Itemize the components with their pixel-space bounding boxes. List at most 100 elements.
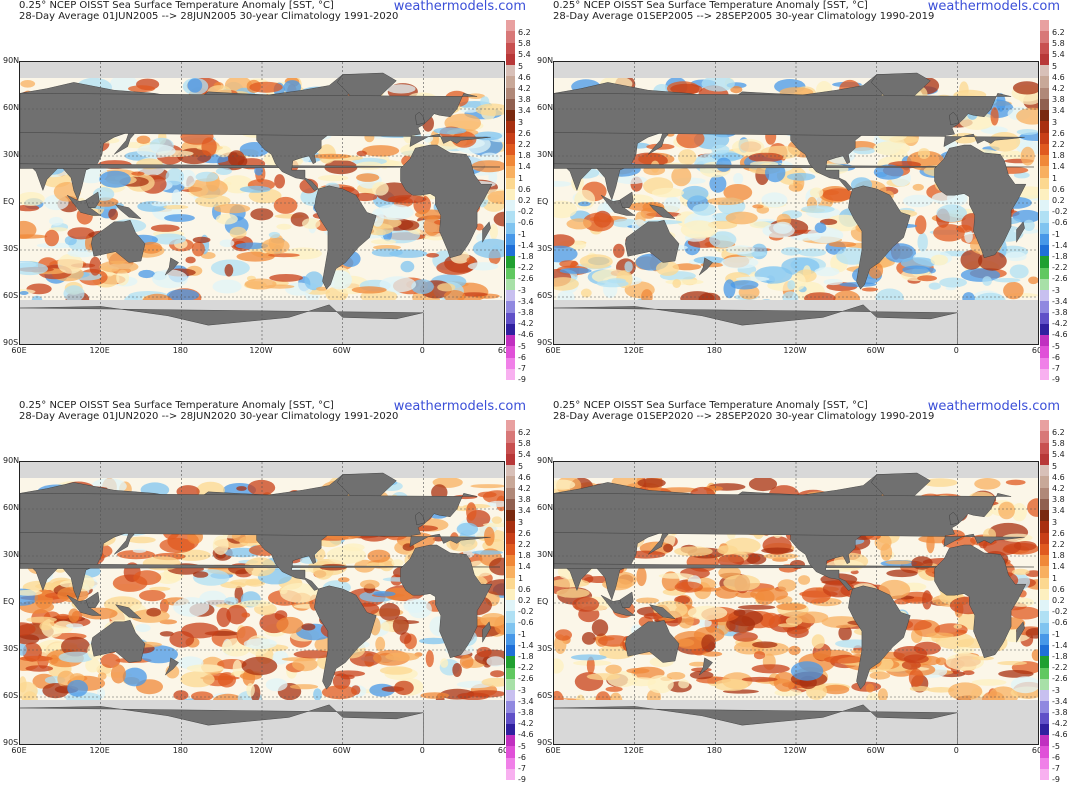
colorbar-tick: -4.6: [1052, 330, 1067, 340]
lon-label: 60: [497, 746, 509, 755]
anomaly-patch: [579, 254, 613, 269]
anomaly-patch: [636, 566, 647, 587]
anomaly-patch: [918, 148, 930, 159]
colorbar-swatch: [506, 667, 515, 679]
colorbar-swatch: [1040, 121, 1049, 133]
anomaly-patch: [555, 629, 572, 641]
colorbar-swatch: [506, 65, 515, 77]
lat-label: 60N: [3, 503, 20, 512]
colorbar-swatch: [506, 476, 515, 488]
anomaly-patch: [820, 218, 838, 225]
colorbar-tick: -3.8: [518, 708, 534, 717]
colorbar-swatch: [506, 132, 515, 144]
anomaly-patch: [962, 670, 975, 676]
lon-label: 0: [953, 346, 959, 355]
anomaly-patch: [1031, 649, 1038, 661]
colorbar-tick: -1.4: [1052, 640, 1067, 650]
anomaly-patch: [110, 664, 126, 684]
colorbar-swatch: [1040, 301, 1049, 313]
colorbar-tick: 0.6: [518, 584, 531, 594]
colorbar-tick: -0.6: [1052, 618, 1067, 628]
land-mass: [600, 595, 636, 616]
anomaly-patch: [163, 204, 189, 210]
colorbar-swatch: [1040, 200, 1049, 212]
colorbar-tick: 6.2: [518, 28, 531, 37]
anomaly-patch: [482, 522, 504, 528]
colorbar-tick: 3: [518, 117, 524, 127]
colorbar-swatch: [1040, 233, 1049, 245]
anomaly-patch: [801, 205, 835, 214]
sst-anomaly-map: [553, 461, 1039, 745]
colorbar-tick: -6: [518, 352, 526, 362]
anomaly-patch: [341, 543, 365, 552]
anomaly-patch: [780, 247, 802, 256]
anomaly-patch: [1013, 541, 1037, 551]
anomaly-patch: [235, 242, 269, 250]
colorbar-tick: 1.4: [1052, 162, 1065, 172]
anomaly-patch: [912, 183, 924, 191]
colorbar-tick: 5: [518, 461, 524, 471]
colorbar-tick: 0.2: [1052, 596, 1065, 605]
anomaly-patch: [254, 165, 263, 176]
colorbar-tick: 2.6: [1052, 128, 1065, 138]
anomaly-patch: [998, 150, 1026, 160]
colorbar-tick: -3.4: [518, 696, 534, 706]
anomaly-patch: [195, 171, 219, 182]
colorbar-swatch: [1040, 622, 1049, 634]
colorbar-tick: -0.2: [1052, 207, 1067, 217]
colorbar-tick: -5: [518, 341, 526, 351]
anomaly-patch: [787, 280, 796, 290]
sst-anomaly-map: [19, 61, 505, 345]
panel-subtitle: 28-Day Average 01JUN2020 --> 28JUN2020 3…: [19, 411, 399, 422]
colorbar-tick: -2.2: [1052, 663, 1067, 673]
colorbar-swatch: [1040, 256, 1049, 268]
anomaly-patch: [20, 80, 36, 88]
anomaly-patch: [370, 239, 397, 245]
anomaly-patch: [212, 279, 242, 294]
anomaly-patch: [671, 166, 692, 187]
anomaly-patch: [56, 613, 70, 620]
anomaly-patch: [930, 254, 948, 266]
anomaly-patch: [135, 623, 151, 633]
anomaly-patch: [666, 672, 686, 680]
land-mass: [114, 204, 142, 219]
lon-label: 120E: [623, 746, 644, 755]
anomaly-patch: [865, 683, 875, 693]
anomaly-patch: [591, 619, 609, 637]
colorbar-tick: -4.2: [1052, 719, 1067, 729]
colorbar-tick: -4.2: [518, 719, 534, 729]
anomaly-patch: [737, 604, 776, 610]
anomaly-patch: [761, 192, 788, 208]
colorbar-swatch: [1040, 110, 1049, 122]
anomaly-patch: [219, 239, 235, 248]
colorbar-tick: -5: [1052, 741, 1060, 751]
anomaly-patch: [67, 679, 88, 697]
panel-title: 0.25° NCEP OISST Sea Surface Temperature…: [19, 400, 334, 411]
brand-label: weathermodels.com: [393, 399, 526, 414]
colorbar-swatch: [1040, 143, 1049, 155]
anomaly-patch: [487, 190, 504, 204]
colorbar-swatch: [1040, 31, 1049, 43]
anomaly-patch: [556, 588, 590, 598]
colorbar-swatch: [506, 712, 515, 724]
colorbar-swatch: [506, 368, 515, 380]
colorbar-tick: 2.2: [1052, 540, 1065, 549]
anomaly-patch: [1028, 276, 1038, 285]
land-mass: [848, 585, 911, 690]
anomaly-patch: [311, 153, 352, 159]
anomaly-patch: [926, 533, 935, 554]
anomaly-patch: [425, 650, 434, 668]
colorbar-swatch: [1040, 746, 1049, 758]
anomaly-patch: [481, 677, 504, 687]
anomaly-patch: [624, 261, 633, 273]
anomaly-patch: [214, 203, 251, 214]
anomaly-patch: [472, 550, 503, 555]
colorbar-tick: 5.8: [1052, 39, 1065, 49]
anomaly-patch: [224, 597, 239, 605]
colorbar-swatch: [506, 487, 515, 499]
anomaly-patch: [663, 196, 681, 213]
colorbar-swatch: [506, 678, 515, 690]
anomaly-patch: [466, 257, 475, 264]
colorbar-tick: -2.6: [1052, 274, 1067, 284]
anomaly-patch: [470, 484, 504, 489]
